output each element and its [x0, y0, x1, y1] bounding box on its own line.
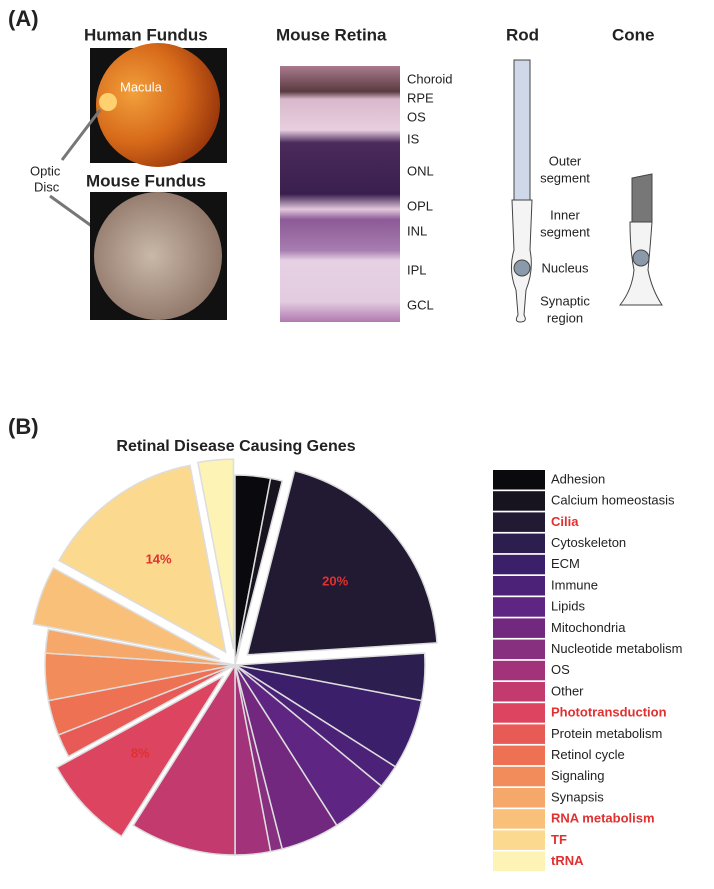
legend-swatch: [493, 533, 545, 554]
value-label: 8%: [131, 745, 150, 760]
legend-swatch: [493, 470, 545, 490]
part-label: Synaptic: [540, 293, 590, 308]
legend-label: tRNA: [551, 853, 584, 868]
heading: Rod: [506, 25, 539, 44]
legend-label: OS: [551, 662, 570, 677]
human-fundus-photo: [96, 43, 220, 167]
layer-label: Choroid: [407, 71, 453, 86]
legend-label: Protein metabolism: [551, 726, 662, 741]
pie-slice: [246, 469, 438, 656]
rod-drawing: [510, 59, 533, 323]
legend-label: ECM: [551, 556, 580, 571]
legend-swatch: [493, 660, 545, 681]
part-label: Outer: [549, 153, 582, 168]
legend-label: Lipids: [551, 599, 585, 614]
mouse-fundus-photo: [94, 192, 222, 320]
part-label: segment: [540, 170, 590, 185]
pie-slice: [234, 477, 284, 666]
legend-swatch: [493, 745, 545, 766]
legend-label: Adhesion: [551, 471, 605, 486]
part-label: Inner: [550, 207, 580, 222]
value-label: 14%: [146, 551, 172, 566]
legend-swatch: [493, 682, 545, 702]
layer-label: RPE: [407, 90, 434, 105]
legend-swatch: [493, 724, 545, 744]
pie-slice: [55, 675, 224, 838]
legend-swatch: [493, 830, 545, 850]
legend-label: Cilia: [551, 514, 579, 529]
legend-label: Signaling: [551, 768, 605, 783]
label: Disc: [34, 179, 60, 194]
legend-label: Immune: [551, 577, 598, 592]
part-label: Nucleus: [542, 260, 589, 275]
legend-swatch: [493, 851, 545, 872]
legend-swatch: [493, 766, 545, 787]
legend-label: Calcium homeostasis: [551, 493, 675, 508]
layer-label: ONL: [407, 163, 434, 178]
pie-slice: [32, 567, 221, 661]
panel-label: (A): [8, 6, 39, 31]
panel-label: (B): [8, 414, 39, 439]
legend-label: Other: [551, 683, 584, 698]
heading: Cone: [612, 25, 655, 44]
legend-swatch: [493, 618, 545, 638]
legend-swatch: [493, 639, 545, 660]
legend-label: Cytoskeleton: [551, 535, 626, 550]
pie-slice: [197, 458, 235, 650]
legend-swatch: [493, 512, 545, 532]
legend-label: Mitochondria: [551, 620, 626, 635]
arrow: [60, 109, 102, 161]
legend-swatch: [493, 703, 545, 723]
chart-title: Retinal Disease Causing Genes: [116, 438, 355, 455]
layer-label: INL: [407, 223, 427, 238]
pie-slice: [44, 628, 236, 666]
label: Macula: [120, 79, 163, 94]
heading: Mouse Retina: [276, 25, 387, 44]
legend-label: Nucleotide metabolism: [551, 641, 683, 656]
label: Optic: [30, 163, 61, 178]
layer-label: OS: [407, 109, 426, 124]
layer-label: IPL: [407, 262, 427, 277]
legend-label: RNA metabolism: [551, 811, 655, 826]
cone-drawing: [618, 173, 663, 306]
legend-label: Retinol cycle: [551, 747, 625, 762]
retina-section: [280, 66, 400, 322]
layer-label: GCL: [407, 297, 434, 312]
legend-swatch: [493, 576, 545, 596]
value-label: 20%: [322, 574, 348, 589]
part-label: region: [547, 310, 583, 325]
legend-swatch: [493, 788, 545, 808]
layer-label: IS: [407, 131, 420, 146]
legend-swatch: [493, 554, 545, 575]
legend-swatch: [493, 597, 545, 617]
legend-label: Synapsis: [551, 789, 604, 804]
heading: Mouse Fundus: [86, 171, 206, 190]
legend-swatch: [493, 809, 545, 829]
legend-label: TF: [551, 832, 567, 847]
part-label: segment: [540, 224, 590, 239]
optic-disc: [99, 93, 117, 111]
layer-label: OPL: [407, 198, 433, 213]
legend-label: Phototransduction: [551, 705, 667, 720]
heading: Human Fundus: [84, 25, 208, 44]
legend-swatch: [493, 491, 545, 511]
pie-slice: [58, 464, 227, 654]
pie-slice: [132, 662, 236, 856]
